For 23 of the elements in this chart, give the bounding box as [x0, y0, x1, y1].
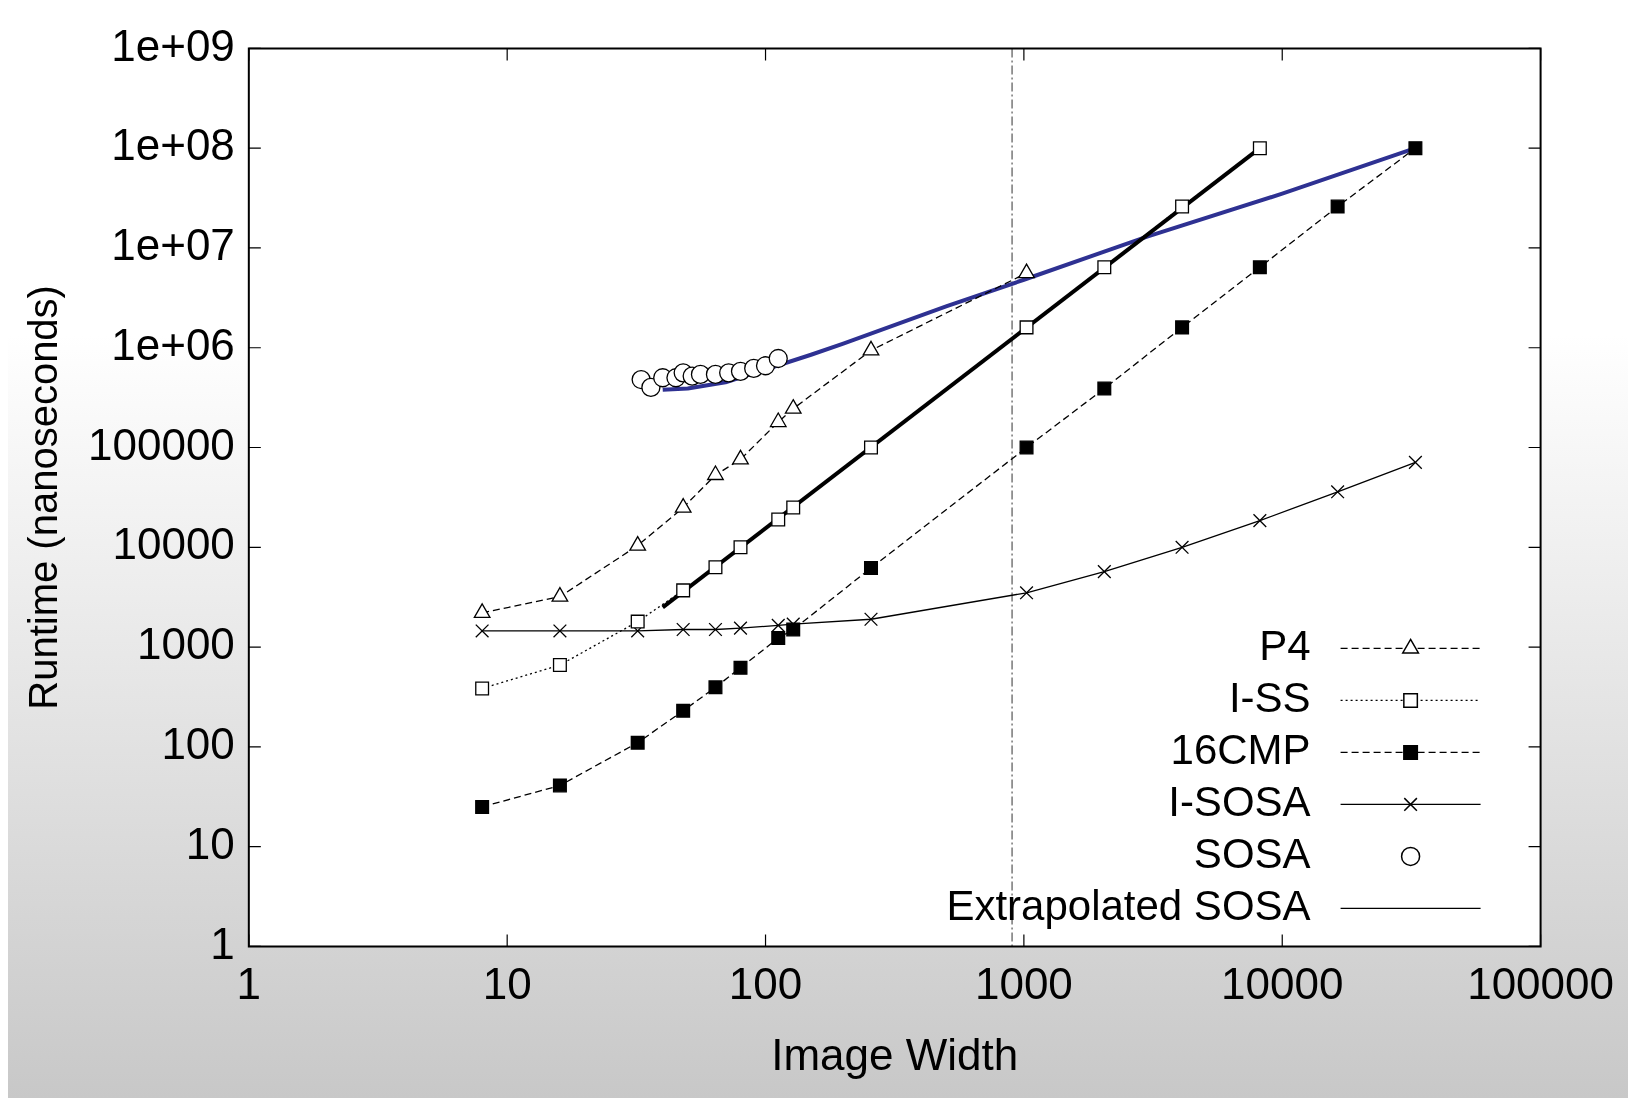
y-axis-title: Runtime (nanoseconds)	[21, 285, 66, 710]
x-tick-label: 100	[728, 958, 803, 1008]
legend-label: I-SS	[1228, 673, 1311, 721]
y-tick-label: 10	[185, 818, 235, 868]
legend-label: P4	[1259, 621, 1311, 669]
x-tick-label: 100000	[1467, 958, 1614, 1008]
y-tick-label: 1e+06	[111, 319, 235, 369]
y-tick-label: 10000	[112, 519, 235, 569]
y-tick-label: 1e+08	[111, 120, 235, 170]
legend-label: I-SOSA	[1168, 777, 1311, 825]
y-tick-label: 1000	[136, 619, 235, 669]
legend-label: SOSA	[1193, 829, 1311, 877]
y-tick-label: 1e+07	[111, 220, 235, 270]
x-tick-label: 1000	[974, 958, 1073, 1008]
y-tick-label: 100000	[88, 419, 235, 469]
x-axis-title: Image Width	[771, 1029, 1019, 1079]
y-tick-label: 100	[161, 718, 235, 768]
legend-label: 16CMP	[1170, 725, 1311, 773]
y-tick-label: 1e+09	[111, 20, 235, 70]
legend-label: Extrapolated SOSA	[946, 881, 1311, 929]
x-tick-label: 10000	[1221, 958, 1344, 1008]
y-tick-label: 1	[210, 918, 235, 968]
x-tick-label: 10	[482, 958, 532, 1008]
